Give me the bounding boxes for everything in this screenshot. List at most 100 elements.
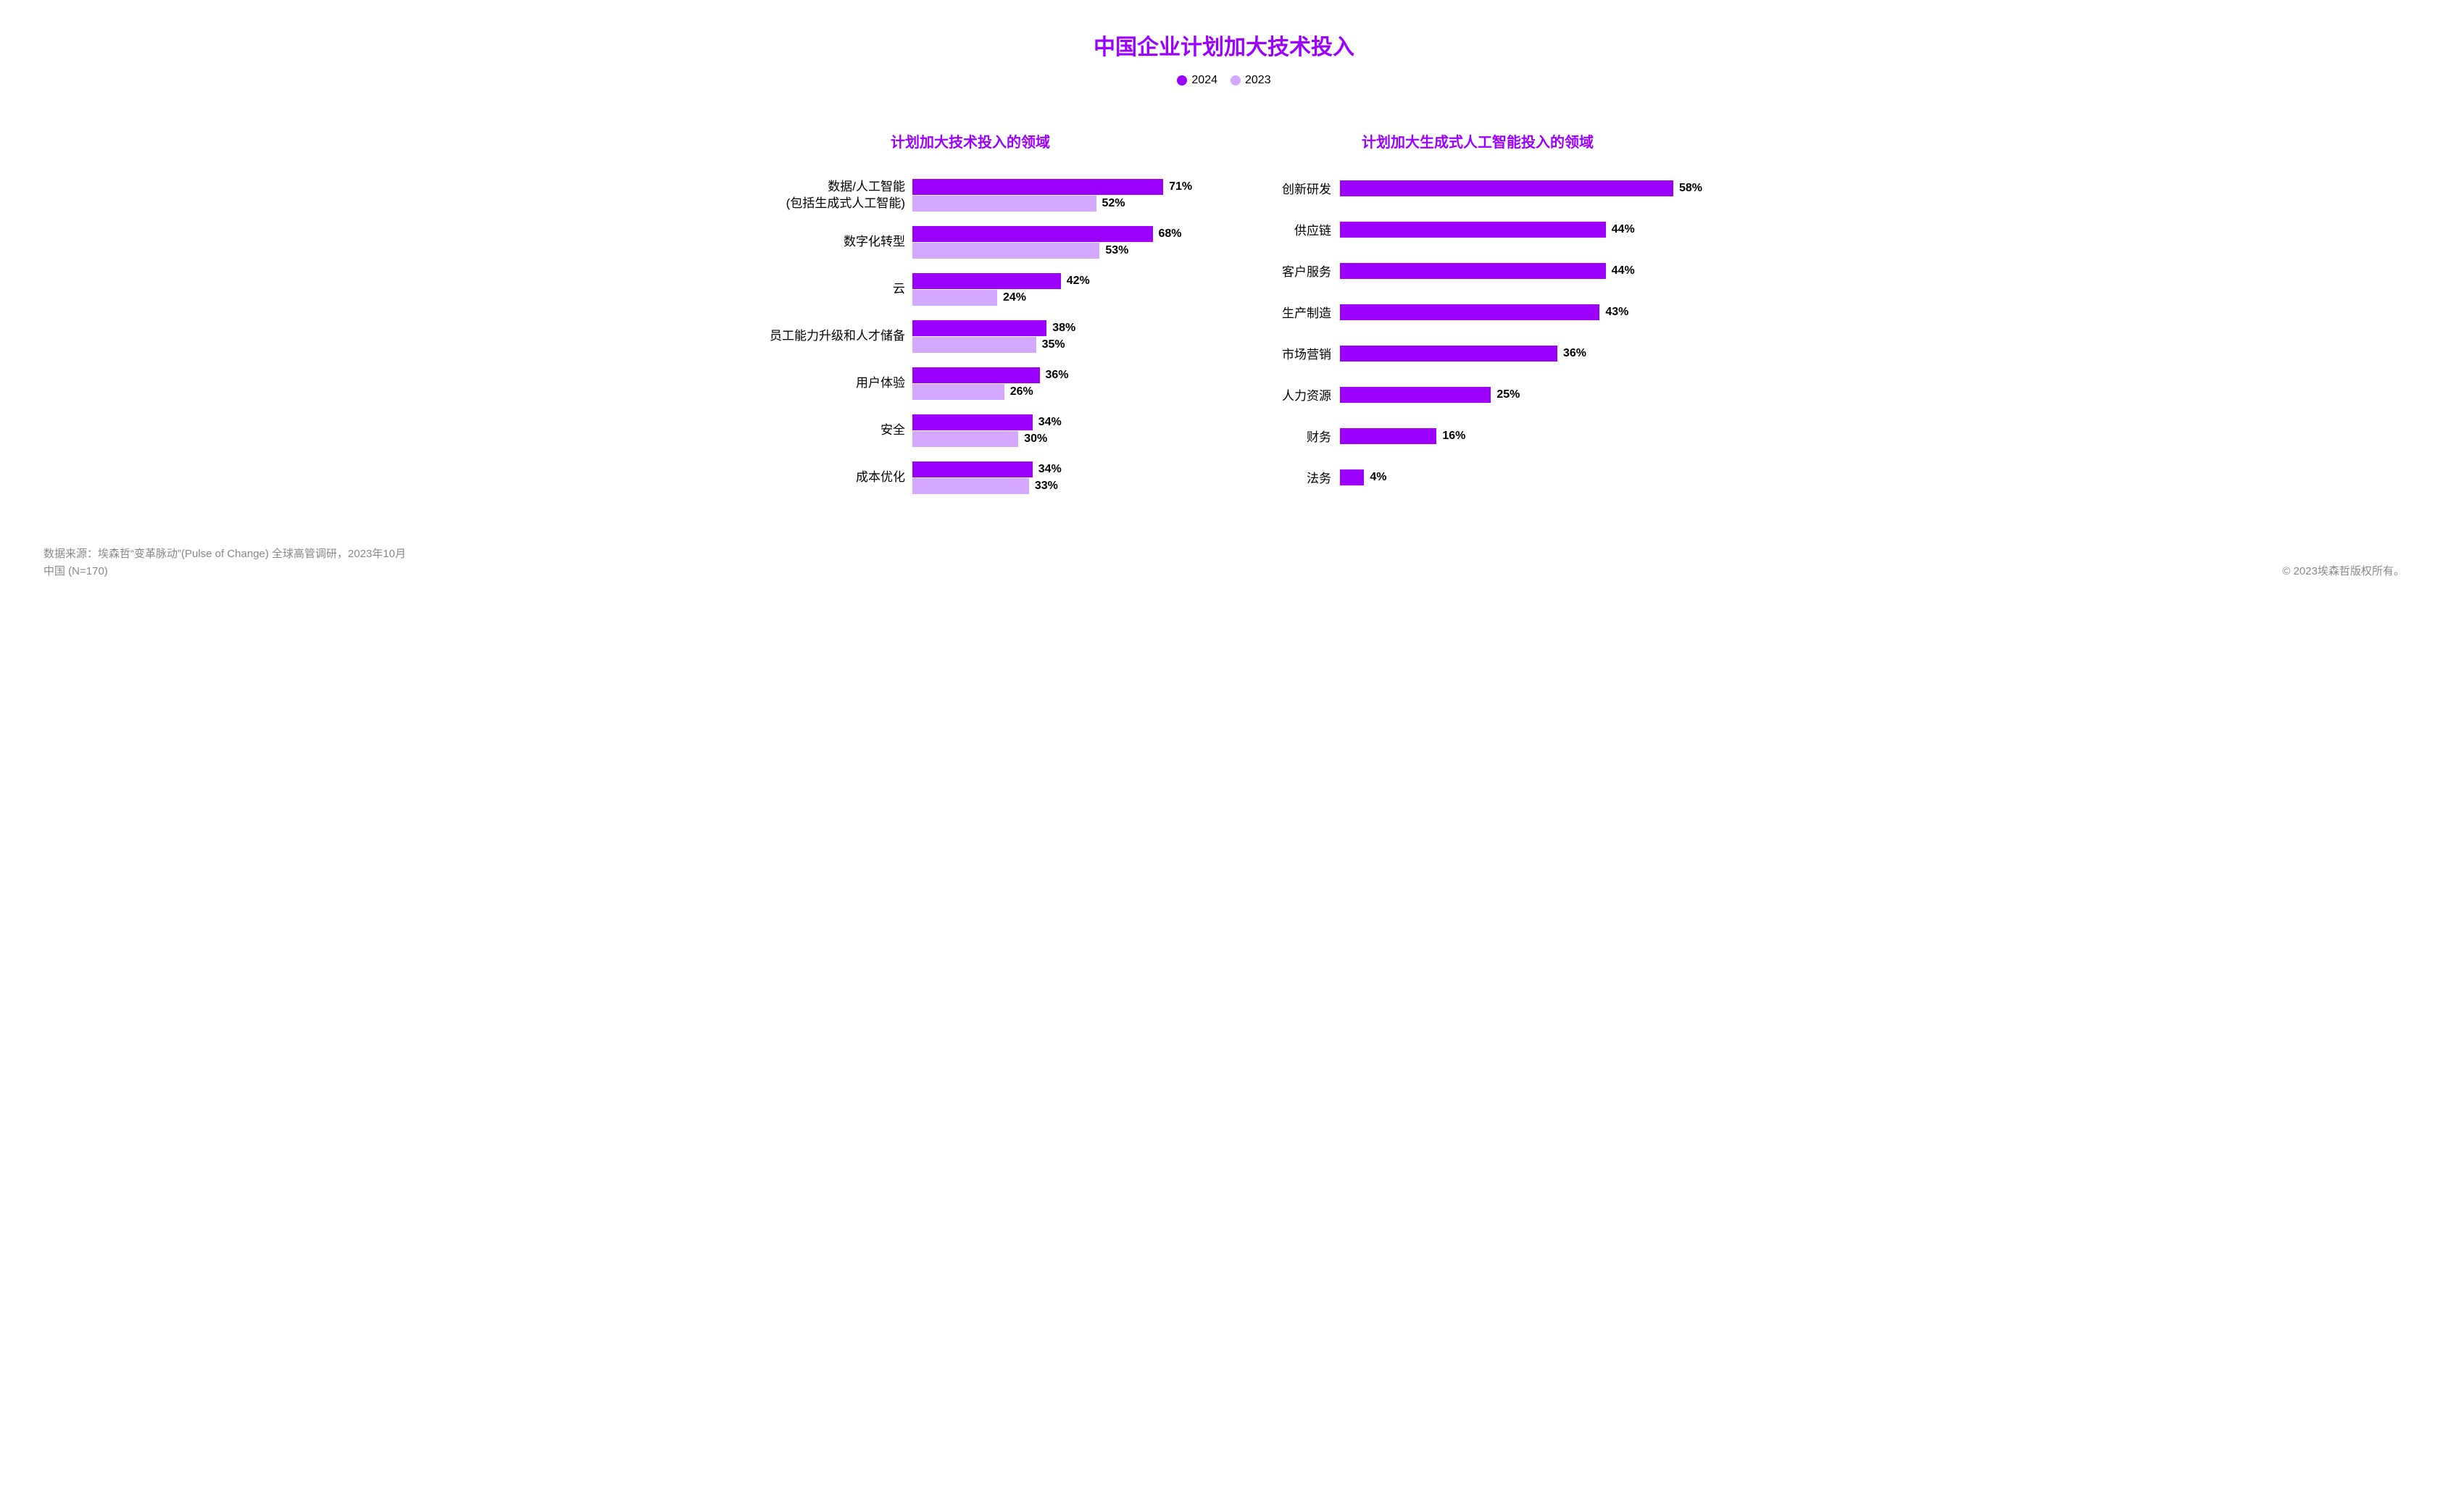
bar-line: 4% [1340,469,1702,485]
chart-row: 员工能力升级和人才储备38%35% [746,320,1195,353]
bar-value: 68% [1153,227,1182,241]
row-label: 市场营销 [1253,344,1340,362]
bar-line: 30% [912,431,1195,447]
bar-value: 44% [1606,264,1635,277]
bar [912,367,1040,383]
footer: 数据来源：埃森哲“变革脉动”(Pulse of Change) 全球高管调研，2… [43,546,2405,580]
bar [1340,263,1606,279]
bar [912,431,1018,447]
row-bars: 36%26% [912,367,1195,400]
bar-line: 68% [912,226,1195,242]
bar [912,337,1036,353]
right-chart-rows: 创新研发 58% 供应链 44% 客户服务 44% 生产制造43% 市场营销 36% 人力资源25… [1253,179,1702,509]
legend: 2024 2023 [43,74,2405,87]
chart-row: 财务 16% [1253,427,1702,445]
row-label: 供应链 [1253,220,1340,238]
row-label: 成本优化 [746,461,912,494]
bar [912,461,1033,477]
row-bars: 34%30% [912,414,1195,447]
row-label: 人力资源 [1253,385,1340,404]
bar-line: 53% [912,243,1195,259]
left-chart-title: 计划加大技术投入的领域 [746,130,1195,151]
row-label: 法务 [1253,468,1340,486]
row-bars: 34%33% [912,461,1195,494]
row-label: 数据/人工智能(包括生成式人工智能) [746,179,912,212]
left-chart-rows: 数据/人工智能(包括生成式人工智能)71%52%数字化转型68%53%云42%2… [746,179,1195,509]
bar [912,243,1099,259]
row-bars: 68% 53% [912,226,1195,259]
bar [1340,222,1606,238]
bar-line: 34% [912,461,1195,477]
bar-line: 43% [1340,304,1702,320]
row-label: 创新研发 [1253,179,1340,197]
bar [912,414,1033,430]
bar-value: 4% [1364,471,1386,484]
bar-value: 36% [1557,347,1586,360]
legend-label: 2024 [1191,74,1217,87]
bar [912,478,1029,494]
bar-value: 16% [1436,430,1465,443]
bar-line: 58% [1340,180,1702,196]
bar-line: 34% [912,414,1195,430]
page-title: 中国企业计划加大技术投入 [43,29,2405,61]
bar [912,196,1096,212]
footer-copyright: © 2023埃森哲版权所有。 [2282,563,2405,580]
chart-row: 人力资源25% [1253,385,1702,404]
bar-line: 26% [912,384,1195,400]
legend-item: 2023 [1231,74,1271,87]
chart-row: 创新研发 58% [1253,179,1702,197]
bar-line: 24% [912,290,1195,306]
bar-line: 16% [1340,428,1702,444]
bar [912,384,1004,400]
bar-value: 58% [1673,182,1702,195]
row-label: 财务 [1253,427,1340,445]
bar-value: 34% [1033,463,1062,476]
row-label: 云 [746,273,912,306]
bar-line: 44% [1340,222,1702,238]
bar [912,290,997,306]
chart-row: 数字化转型68%53% [746,226,1195,259]
row-label: 客户服务 [1253,262,1340,280]
bar-value: 52% [1096,197,1125,210]
chart-row: 法务 4% [1253,468,1702,486]
bar [1340,428,1436,444]
chart-row: 市场营销 36% [1253,344,1702,362]
footer-source: 数据来源：埃森哲“变革脉动”(Pulse of Change) 全球高管调研，2… [43,546,406,580]
legend-label: 2023 [1245,74,1271,87]
bar-value: 38% [1046,322,1075,335]
bar-line: 38% [912,320,1195,336]
left-chart: 计划加大技术投入的领域 数据/人工智能(包括生成式人工智能)71%52%数字化转… [746,130,1195,509]
bar [912,320,1046,336]
bar-line: 33% [912,478,1195,494]
bar [1340,387,1491,403]
right-chart: 计划加大生成式人工智能投入的领域 创新研发58%供应链44%客户服务44%生产制… [1253,130,1702,509]
source-line-2: 中国 (N=170) [43,563,406,580]
chart-row: 客户服务 44% [1253,262,1702,280]
bar-line: 52% [912,196,1195,212]
bar-line: 71% [912,179,1195,195]
chart-row: 生产制造43% [1253,303,1702,321]
bar-value: 30% [1018,433,1047,446]
row-bars: 71% 52% [912,179,1195,212]
bar [1340,180,1673,196]
chart-row: 用户体验36%26% [746,367,1195,400]
legend-swatch [1231,75,1241,85]
charts-container: 计划加大技术投入的领域 数据/人工智能(包括生成式人工智能)71%52%数字化转… [43,130,2405,509]
chart-row: 云 42% 24% [746,273,1195,306]
row-label: 生产制造 [1253,303,1340,321]
bar-value: 42% [1061,275,1090,288]
bar [1340,346,1557,362]
bar-value: 71% [1163,180,1192,193]
bar [1340,304,1599,320]
row-label: 安全 [746,414,912,447]
bar-line: 36% [912,367,1195,383]
bar [912,273,1061,289]
chart-row: 供应链 44% [1253,220,1702,238]
source-line-1: 数据来源：埃森哲“变革脉动”(Pulse of Change) 全球高管调研，2… [43,546,406,563]
bar-value: 44% [1606,223,1635,236]
bar [912,226,1153,242]
bar-line: 35% [912,337,1195,353]
chart-row: 成本优化34%33% [746,461,1195,494]
row-label: 用户体验 [746,367,912,400]
bar-value: 53% [1099,244,1128,257]
